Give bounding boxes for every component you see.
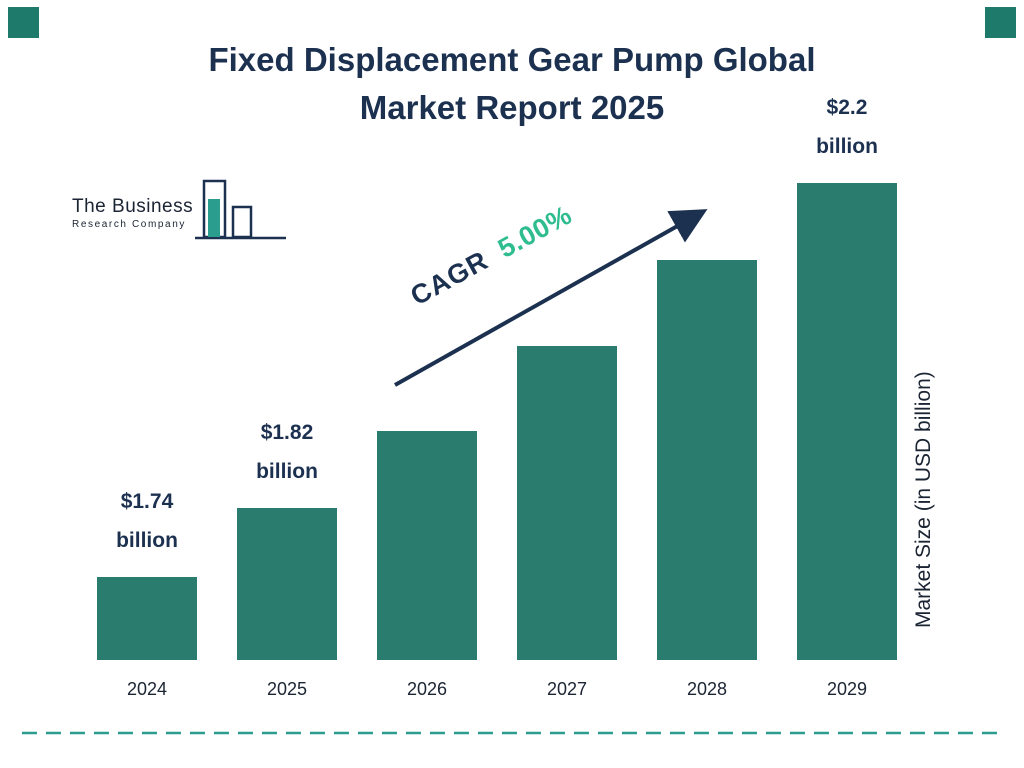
bar-group: $1.74 billion 2024 xyxy=(97,483,197,699)
bar-group: 2026 xyxy=(377,431,477,699)
bar-group: $2.2 billion 2029 xyxy=(797,89,897,699)
bar xyxy=(377,431,477,660)
x-tick-label: 2026 xyxy=(406,679,448,699)
x-tick-label: 2027 xyxy=(546,679,588,699)
bar xyxy=(797,183,897,660)
x-tick-label: 2024 xyxy=(126,679,168,699)
page-title: Fixed Displacement Gear Pump Global Mark… xyxy=(0,36,1024,132)
cagr-trend-arrow xyxy=(394,209,708,387)
bar xyxy=(517,346,617,660)
bar-value-label: $1.74 billion xyxy=(116,483,178,561)
bar xyxy=(657,260,757,660)
x-tick-label: 2025 xyxy=(266,679,308,699)
logo-subname: Research Company xyxy=(72,219,186,230)
bar-value-unit: billion xyxy=(256,460,318,484)
logo-bar-chart-icon xyxy=(195,179,286,240)
title-line1: Fixed Displacement Gear Pump Global xyxy=(208,41,816,78)
logo-text: The Business Research Company xyxy=(72,196,193,230)
bar-group: 2027 xyxy=(517,346,617,699)
x-tick-label: 2028 xyxy=(686,679,728,699)
bar-value-amount: $1.82 xyxy=(260,421,314,445)
corner-square-right xyxy=(985,7,1016,38)
bar xyxy=(237,508,337,660)
bottom-dashed-line xyxy=(22,731,1002,735)
bar-value-amount: $2.2 xyxy=(826,96,868,120)
title-line2: Market Report 2025 xyxy=(359,88,665,126)
bar-value-unit: billion xyxy=(816,135,878,159)
company-logo: The Business Research Company xyxy=(72,178,287,244)
y-axis-label: Market Size (in USD billion) xyxy=(912,371,935,629)
bar xyxy=(97,577,197,660)
bar-value-unit: billion xyxy=(116,529,178,553)
logo-name: The Business xyxy=(72,196,194,217)
corner-square-left xyxy=(8,7,39,38)
x-tick-label: 2029 xyxy=(826,679,868,699)
bar-value-label: $1.82 billion xyxy=(256,414,318,492)
bar-value-label: $2.2 billion xyxy=(816,89,878,167)
bar-group: $1.82 billion 2025 xyxy=(237,414,337,699)
bar-chart: $1.74 billion 2024 $1.82 billion 2025 2026 2027… xyxy=(97,89,897,699)
bar-value-amount: $1.74 xyxy=(120,490,174,514)
bar-group: 2028 xyxy=(657,260,757,699)
